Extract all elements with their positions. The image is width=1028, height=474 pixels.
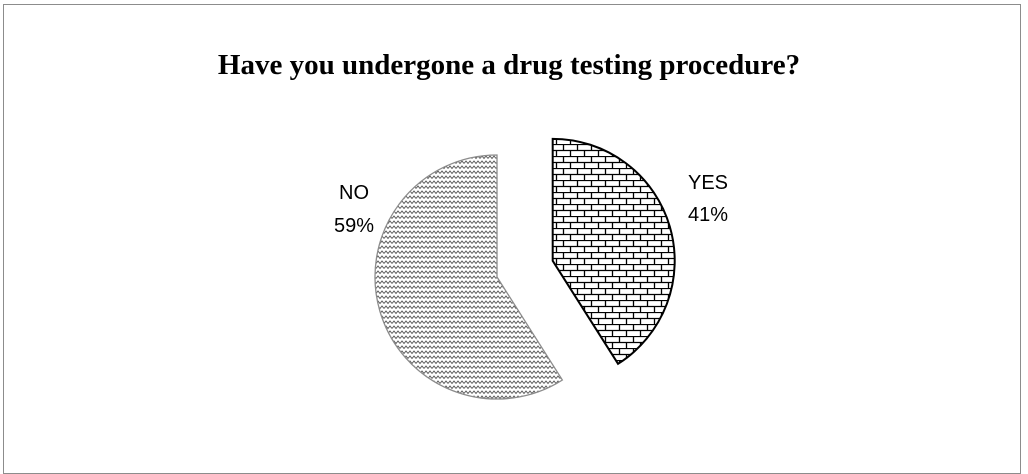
slice-value-no: 59% (334, 215, 374, 237)
pie-slices (374, 137, 676, 400)
slice-value-yes: 41% (688, 204, 728, 226)
pie-labels: YES 41% NO 59% (334, 172, 728, 237)
slice-label-yes: YES (688, 172, 728, 194)
pie-slice-no (374, 154, 564, 400)
pie-slice-yes (551, 137, 676, 366)
slice-label-no: NO (339, 182, 369, 204)
chart-title: Have you undergone a drug testing proced… (217, 49, 801, 81)
